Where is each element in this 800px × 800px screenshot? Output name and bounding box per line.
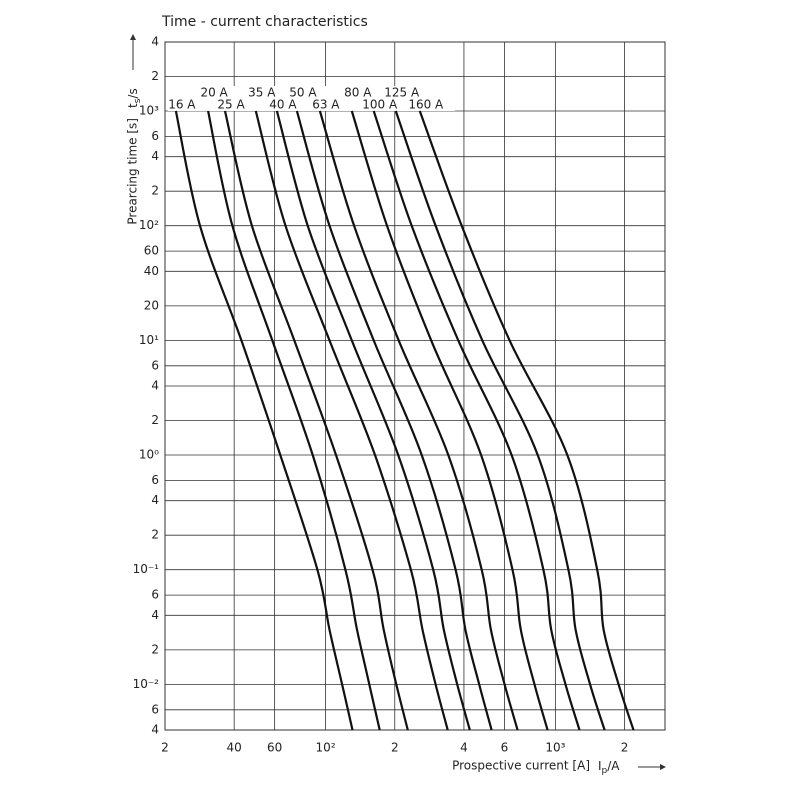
- curve-label: 100 A: [362, 98, 398, 112]
- y-unit-text: /s: [126, 88, 140, 98]
- curve-label: 125 A: [384, 86, 420, 100]
- y-tick-label: 4: [151, 723, 159, 737]
- y-tick-label: 10⁰: [139, 448, 159, 462]
- chart-title: Time - current characteristics: [161, 14, 368, 30]
- y-tick-label: 60: [144, 244, 159, 258]
- fuse-curve: [254, 110, 449, 731]
- fuse-curve: [350, 110, 549, 731]
- y-tick-label: 40: [144, 264, 159, 278]
- x-unit-text: /A: [607, 759, 620, 773]
- curve-label: 20 A: [200, 86, 228, 100]
- x-tick-label: 10³: [545, 741, 565, 755]
- y-tick-label: 6: [151, 129, 159, 143]
- curve-label: 40 A: [269, 98, 297, 112]
- x-axis-label: Prospective current [A]: [452, 759, 590, 773]
- y-axis-label: Prearcing time [s]: [126, 118, 140, 225]
- fuse-curve: [275, 110, 471, 731]
- y-tick-label: 4: [151, 379, 159, 393]
- y-tick-label: 10³: [139, 104, 159, 118]
- y-tick-label: 10¹: [139, 333, 159, 347]
- y-unit: ts/s: [126, 88, 143, 108]
- curve-label: 80 A: [344, 86, 372, 100]
- fuse-curve: [223, 110, 409, 731]
- x-tick-label: 4: [460, 741, 468, 755]
- curve-label: 50 A: [289, 86, 317, 100]
- fuse-curve: [372, 110, 581, 731]
- curve-label: 63 A: [312, 98, 340, 112]
- grid-group: [164, 41, 665, 731]
- y-axis-label-group: Prearcing time [s] ts/s: [126, 34, 143, 225]
- x-unit-subscript: p: [602, 766, 608, 776]
- x-tick-label: 40: [227, 741, 242, 755]
- x-tick-label: 2: [391, 741, 399, 755]
- y-tick-label: 2: [151, 413, 159, 427]
- y-tick-label: 10⁻²: [133, 677, 160, 691]
- fuse-curve: [207, 110, 381, 731]
- x-tick-label: 10²: [316, 741, 336, 755]
- curve-label: 25 A: [217, 98, 245, 112]
- y-tick-label: 4: [151, 608, 159, 622]
- y-tick-label: 10⁻¹: [133, 562, 160, 576]
- y-tick-label: 4: [151, 149, 159, 163]
- label-backdrop: [168, 86, 455, 111]
- x-tick-label: 6: [501, 741, 509, 755]
- x-unit-symbol: I: [598, 759, 602, 773]
- y-tick-label: 10²: [139, 218, 159, 232]
- x-tick-label: 2: [161, 741, 169, 755]
- plot-frame: [164, 41, 666, 731]
- fuse-curve: [318, 110, 519, 731]
- y-tick-label: 2: [151, 528, 159, 542]
- y-tick-label: 6: [151, 702, 159, 716]
- x-arrow-head: [660, 764, 666, 770]
- x-tick-label: 60: [267, 741, 282, 755]
- y-tick-label: 6: [151, 588, 159, 602]
- fuse-curve: [174, 110, 354, 731]
- y-unit-symbol: t: [126, 103, 140, 108]
- y-tick-label: 20: [144, 298, 159, 312]
- y-tick-label: 2: [151, 184, 159, 198]
- y-tick-label: 2: [151, 69, 159, 83]
- y-arrow-head: [130, 34, 136, 40]
- y-tick-label: 4: [151, 35, 159, 49]
- curve-label: 160 A: [408, 98, 444, 112]
- y-unit-subscript: s: [133, 98, 143, 103]
- fuse-curve: [295, 110, 493, 731]
- fuse-curve: [394, 110, 606, 731]
- y-tick-label: 4: [151, 493, 159, 507]
- x-unit: Ip/A: [598, 759, 620, 776]
- fuse-curve: [418, 110, 635, 731]
- curve-label: 16 A: [168, 98, 196, 112]
- y-tick-label: 6: [151, 358, 159, 372]
- curve-label: 35 A: [248, 86, 276, 100]
- y-tick-label: 6: [151, 473, 159, 487]
- y-tick-label: 2: [151, 642, 159, 656]
- x-tick-label: 2: [621, 741, 629, 755]
